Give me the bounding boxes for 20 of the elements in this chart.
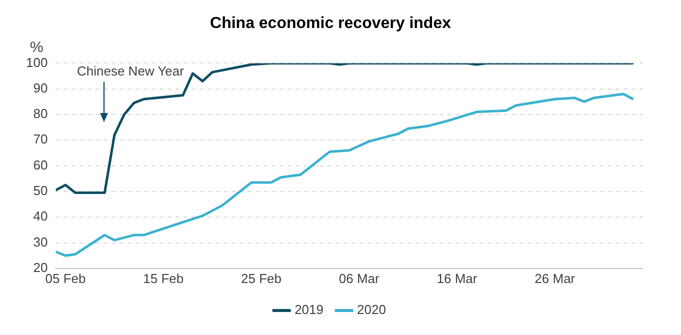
y-tick-label: 20 xyxy=(33,260,48,275)
x-tick-label: 25 Feb xyxy=(241,270,282,286)
x-tick-label: 06 Mar xyxy=(338,270,380,286)
y-tick-label: 90 xyxy=(33,80,48,96)
y-tick-label: 60 xyxy=(33,157,48,172)
y-tick-label: 50 xyxy=(33,183,48,198)
y-tick-label: 70 xyxy=(33,132,48,147)
x-tick-label: 16 Mar xyxy=(436,270,478,286)
y-tick-label: 100 xyxy=(26,54,48,70)
y-tick-label: 30 xyxy=(33,234,48,250)
annotation: Chinese New Year xyxy=(77,64,185,79)
x-tick-label: 26 Mar xyxy=(534,270,576,286)
x-tick-label: 05 Feb xyxy=(45,270,86,286)
y-axis-title: % xyxy=(30,38,44,56)
legend-label: 2019 xyxy=(294,302,324,318)
legend-label: 2020 xyxy=(357,302,386,318)
y-tick-label: 80 xyxy=(33,106,48,122)
x-tick-label: 15 Feb xyxy=(143,270,184,286)
chart-title: China economic recovery index xyxy=(210,15,452,32)
y-tick-label: 40 xyxy=(33,208,48,224)
